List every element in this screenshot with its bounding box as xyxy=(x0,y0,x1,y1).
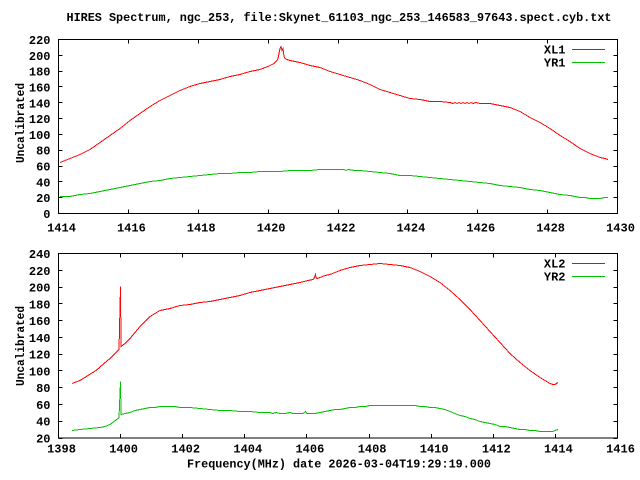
svg-text:1414: 1414 xyxy=(47,222,76,236)
svg-text:20: 20 xyxy=(36,433,50,447)
svg-text:140: 140 xyxy=(29,97,51,111)
svg-text:1416: 1416 xyxy=(606,443,635,457)
svg-text:1410: 1410 xyxy=(420,443,449,457)
svg-text:1406: 1406 xyxy=(295,443,324,457)
svg-text:1418: 1418 xyxy=(187,222,216,236)
svg-text:80: 80 xyxy=(36,145,50,159)
svg-text:1400: 1400 xyxy=(109,443,138,457)
svg-text:60: 60 xyxy=(36,161,50,175)
svg-text:1424: 1424 xyxy=(396,222,425,236)
svg-text:1412: 1412 xyxy=(482,443,511,457)
svg-text:120: 120 xyxy=(29,349,51,363)
svg-text:1420: 1420 xyxy=(257,222,286,236)
svg-text:20: 20 xyxy=(36,192,50,206)
svg-text:1426: 1426 xyxy=(466,222,495,236)
svg-text:YR2: YR2 xyxy=(544,271,566,285)
svg-text:Frequency(MHz) date 2026-03-04: Frequency(MHz) date 2026-03-04T19:29:19.… xyxy=(187,458,491,472)
svg-text:200: 200 xyxy=(29,282,51,296)
svg-text:1414: 1414 xyxy=(544,443,573,457)
svg-text:Uncalibrated: Uncalibrated xyxy=(14,83,28,163)
svg-text:1398: 1398 xyxy=(47,443,76,457)
svg-text:XL1: XL1 xyxy=(544,44,566,58)
svg-text:120: 120 xyxy=(29,113,51,127)
svg-text:180: 180 xyxy=(29,298,51,312)
svg-text:220: 220 xyxy=(29,265,51,279)
svg-text:1416: 1416 xyxy=(117,222,146,236)
svg-text:220: 220 xyxy=(29,34,51,48)
svg-text:1408: 1408 xyxy=(358,443,387,457)
svg-text:YR1: YR1 xyxy=(544,56,566,70)
svg-text:40: 40 xyxy=(36,416,50,430)
svg-text:HIRES Spectrum, ngc_253, file:: HIRES Spectrum, ngc_253, file:Skynet_611… xyxy=(67,11,612,25)
svg-text:0: 0 xyxy=(43,208,50,222)
svg-text:100: 100 xyxy=(29,365,51,379)
svg-text:160: 160 xyxy=(29,82,51,96)
svg-text:1404: 1404 xyxy=(233,443,262,457)
svg-text:1430: 1430 xyxy=(606,222,635,236)
svg-text:200: 200 xyxy=(29,50,51,64)
svg-text:240: 240 xyxy=(29,248,51,262)
svg-text:60: 60 xyxy=(36,399,50,413)
svg-text:XL2: XL2 xyxy=(544,258,566,272)
svg-text:80: 80 xyxy=(36,382,50,396)
svg-text:1402: 1402 xyxy=(171,443,200,457)
svg-text:140: 140 xyxy=(29,332,51,346)
svg-text:160: 160 xyxy=(29,315,51,329)
svg-text:180: 180 xyxy=(29,66,51,80)
svg-text:1422: 1422 xyxy=(327,222,356,236)
svg-text:40: 40 xyxy=(36,176,50,190)
svg-text:100: 100 xyxy=(29,129,51,143)
svg-text:1428: 1428 xyxy=(536,222,565,236)
svg-text:Uncalibrated: Uncalibrated xyxy=(14,306,28,386)
